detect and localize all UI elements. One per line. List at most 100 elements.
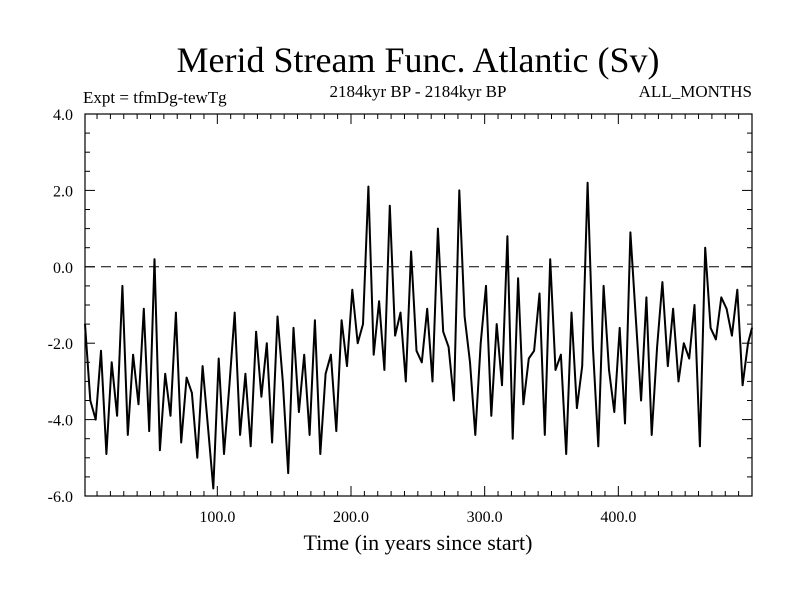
series-point <box>431 380 434 383</box>
series-point <box>479 342 482 345</box>
series-point <box>196 457 199 459</box>
series-point <box>164 373 166 375</box>
series-point <box>501 384 503 387</box>
x-tick-label: 100.0 <box>199 509 235 526</box>
series-point <box>485 285 487 287</box>
series-point <box>661 281 664 283</box>
series-point <box>127 434 129 436</box>
series-point <box>618 327 621 329</box>
series-point <box>292 327 295 329</box>
x-tick-label: 400.0 <box>600 509 636 526</box>
series-point <box>522 403 525 406</box>
series-point <box>720 296 723 299</box>
series-point <box>693 304 696 306</box>
experiment-label: Expt = tfmDg-tewTg <box>83 88 227 107</box>
series-point <box>228 384 231 387</box>
series-point <box>731 334 733 337</box>
series-point <box>453 399 455 402</box>
series-point <box>89 399 92 402</box>
series-point <box>303 353 306 356</box>
series-point <box>704 246 706 249</box>
series-point <box>383 369 386 371</box>
series-point <box>249 445 252 448</box>
series-point <box>672 308 674 310</box>
series-point <box>233 311 236 314</box>
series-point <box>624 422 626 425</box>
axis-tick-labels: -6.0 -4.0 -2.0 0.0 2.0 4.0 100.0 200.0 300.0 400.… <box>48 107 637 526</box>
series-point <box>244 373 247 375</box>
series-point <box>84 323 86 325</box>
months-label: ALL_MONTHS <box>639 82 752 101</box>
series-point <box>747 342 749 345</box>
series-points <box>84 182 753 490</box>
series-point <box>223 453 225 455</box>
series-point <box>298 411 300 413</box>
series-point <box>362 323 364 325</box>
series-point <box>410 250 412 253</box>
series-point <box>260 395 263 398</box>
series-point <box>153 258 156 261</box>
series-point <box>506 235 509 237</box>
series-point <box>207 426 209 429</box>
series-point <box>212 487 215 490</box>
series-point <box>201 365 204 367</box>
series-point <box>100 350 102 352</box>
series-point <box>346 365 348 367</box>
series-point <box>463 315 466 318</box>
series-point <box>565 453 567 455</box>
series-point <box>751 327 753 329</box>
series-point <box>132 353 134 356</box>
series-point <box>683 342 685 345</box>
series-point <box>634 315 637 318</box>
series-point <box>517 277 519 280</box>
series-line <box>84 181 753 490</box>
series-point <box>319 453 322 455</box>
series-point <box>549 258 551 261</box>
series-point <box>148 430 150 432</box>
series-point <box>335 430 338 432</box>
series-point <box>437 227 439 230</box>
series-point <box>137 403 140 406</box>
series-point <box>495 323 498 325</box>
plot-frame <box>84 113 753 497</box>
series-point <box>458 189 461 192</box>
series-point <box>255 330 257 333</box>
period-label: 2184kyr BP - 2184kyr BP <box>330 82 507 101</box>
series-point <box>613 411 616 413</box>
series-point <box>116 415 118 417</box>
series-point <box>709 327 712 329</box>
series-point <box>570 311 573 314</box>
series-point <box>474 434 477 436</box>
series-point <box>314 319 316 322</box>
series-point <box>276 315 279 318</box>
series-point <box>324 373 327 375</box>
series-point <box>351 288 354 291</box>
series-point <box>405 380 407 383</box>
series-point <box>330 353 332 356</box>
series-point <box>159 449 161 452</box>
series-point <box>287 472 290 474</box>
series-point <box>378 300 380 303</box>
y-tick-label: -6.0 <box>48 489 73 506</box>
series-point <box>677 380 680 383</box>
series-point <box>533 350 535 352</box>
series-point <box>629 231 632 234</box>
series-point <box>688 357 690 360</box>
series-point <box>426 308 429 310</box>
series-point <box>340 319 343 322</box>
chart-title: Merid Stream Func. Atlantic (Sv) <box>177 40 660 80</box>
y-tick-label: -4.0 <box>48 413 73 430</box>
x-axis-label: Time (in years since start) <box>304 530 533 555</box>
series-point <box>656 346 658 348</box>
series-point <box>602 285 605 287</box>
series-point <box>645 296 648 299</box>
y-tick-label: 2.0 <box>53 183 73 200</box>
series-point <box>511 437 514 440</box>
series-point <box>538 292 541 295</box>
series-point <box>699 445 701 448</box>
series-point <box>175 311 177 314</box>
series-point <box>121 285 124 287</box>
series-point <box>143 308 145 310</box>
series-point <box>608 369 610 371</box>
series-point <box>356 342 359 345</box>
